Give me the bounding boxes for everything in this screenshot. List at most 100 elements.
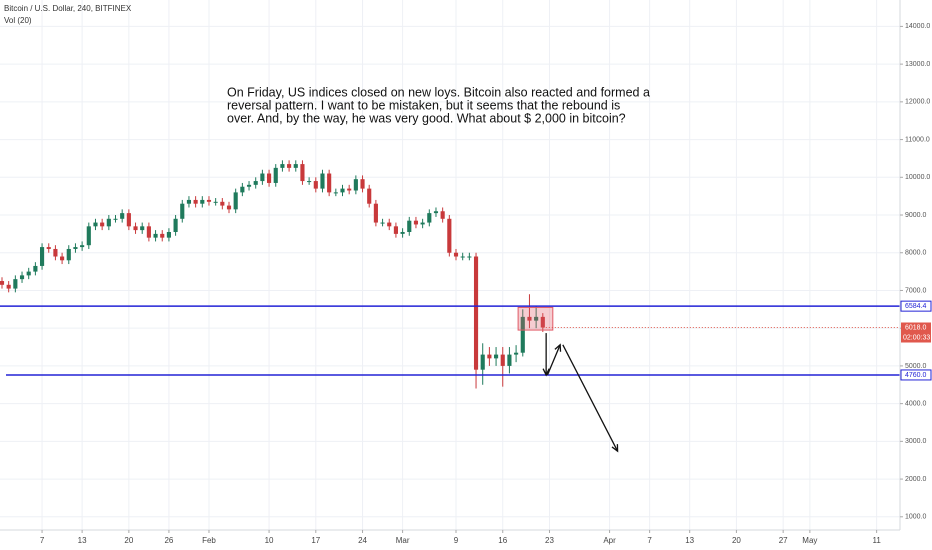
arrow-head <box>542 368 550 377</box>
candle-body <box>166 231 171 238</box>
candle-body <box>347 188 352 191</box>
candle-body <box>246 184 252 187</box>
candle-body <box>46 247 51 249</box>
candle-body <box>140 226 145 231</box>
x-tick-label: Feb <box>202 536 216 545</box>
y-tick-label: 10000.0 <box>905 174 930 181</box>
candle-body <box>160 233 165 238</box>
candle-body <box>313 181 318 189</box>
pattern-box <box>517 306 554 331</box>
x-tick-label: May <box>802 536 817 545</box>
candle-body <box>240 186 245 193</box>
candle-body <box>19 275 25 280</box>
candle-body <box>473 256 479 370</box>
candle-body <box>93 222 98 227</box>
level-label: 6584.4 <box>905 303 927 310</box>
candle-body <box>380 222 385 224</box>
candle-body <box>527 316 532 321</box>
y-tick-label: 9000.0 <box>905 212 927 219</box>
candle-body <box>73 247 78 249</box>
x-tick-label: 24 <box>358 536 367 545</box>
candle-body <box>540 316 545 328</box>
candle-body <box>60 256 65 261</box>
candle-body <box>133 226 138 231</box>
candle-body <box>407 220 412 232</box>
arrow-line <box>546 344 561 376</box>
x-tick-label: 23 <box>545 536 554 545</box>
candle-body <box>53 248 58 257</box>
x-tick-label: Mar <box>396 536 410 545</box>
arrow-line <box>562 344 619 452</box>
candle-body <box>39 247 45 266</box>
candle-body <box>307 181 312 183</box>
x-tick-label: 11 <box>872 536 881 545</box>
x-tick-label: 7 <box>647 536 652 545</box>
y-tick-label: 12000.0 <box>905 99 930 106</box>
x-tick-label: 10 <box>265 536 274 545</box>
candle-body <box>333 192 338 194</box>
candle-body <box>200 199 205 204</box>
x-tick-label: 20 <box>124 536 133 545</box>
candle-body <box>427 213 432 223</box>
plot: On Friday, US indices closed on new loys… <box>0 85 900 453</box>
candle-body <box>233 192 238 210</box>
candle-body <box>387 222 392 227</box>
y-tick-label: 1000.0 <box>905 514 927 521</box>
y-tick-label: 8000.0 <box>905 250 927 257</box>
candle-body <box>146 226 151 238</box>
x-tick-label: 26 <box>164 536 173 545</box>
candle-body <box>467 256 472 258</box>
last-price-box <box>901 322 931 343</box>
countdown-label: 02:00:33 <box>903 334 930 341</box>
x-tick-label: 13 <box>685 536 694 545</box>
y-tick-label: 7000.0 <box>905 287 927 294</box>
annotation-line: over. And, by the way, he was very good.… <box>227 111 626 125</box>
x-tick-label: 7 <box>40 536 45 545</box>
candle-body <box>433 211 439 214</box>
candle-body <box>113 218 118 220</box>
candle-body <box>186 199 192 204</box>
candle-body <box>500 354 505 366</box>
candle-body <box>193 199 198 204</box>
candle-body <box>413 220 419 225</box>
grid <box>0 0 900 530</box>
candle-body <box>367 188 372 204</box>
candle-body <box>453 252 459 257</box>
x-tick-label: 9 <box>454 536 459 545</box>
candle-body <box>173 218 178 232</box>
candle-body <box>106 218 111 227</box>
level-label-box <box>900 369 932 381</box>
candle-body <box>100 222 105 227</box>
candle-body <box>327 173 332 193</box>
y-tick-label: 4000.0 <box>905 400 927 407</box>
candle-body <box>26 271 31 276</box>
annotation-line: On Friday, US indices closed on new loys… <box>227 85 650 99</box>
candle-body <box>353 179 358 191</box>
candle-body <box>420 222 425 225</box>
candle-body <box>0 281 5 285</box>
candle-body <box>287 164 292 168</box>
candle-body <box>447 218 452 253</box>
axis: 1000.02000.03000.04000.05000.06000.07000… <box>40 23 932 545</box>
level-label: 4760.0 <box>905 372 927 379</box>
candle-body <box>520 316 525 353</box>
last-price-label: 6018.0 <box>905 324 927 331</box>
candle-body <box>460 256 465 258</box>
candle-body <box>320 173 325 189</box>
candle-body <box>126 213 131 227</box>
candle-body <box>360 179 365 189</box>
y-tick-label: 2000.0 <box>905 476 927 483</box>
candle-body <box>86 226 91 246</box>
candle-body <box>33 265 38 272</box>
candle-body <box>280 164 285 168</box>
arrow-head <box>611 444 619 453</box>
y-tick-label: 5000.0 <box>905 363 927 370</box>
candle-body <box>293 164 298 168</box>
x-tick-label: 17 <box>311 536 320 545</box>
candle-body <box>373 203 378 223</box>
candle-body <box>66 248 71 261</box>
candle-body <box>120 213 125 219</box>
candle-body <box>6 284 11 289</box>
x-tick-label: 13 <box>78 536 87 545</box>
